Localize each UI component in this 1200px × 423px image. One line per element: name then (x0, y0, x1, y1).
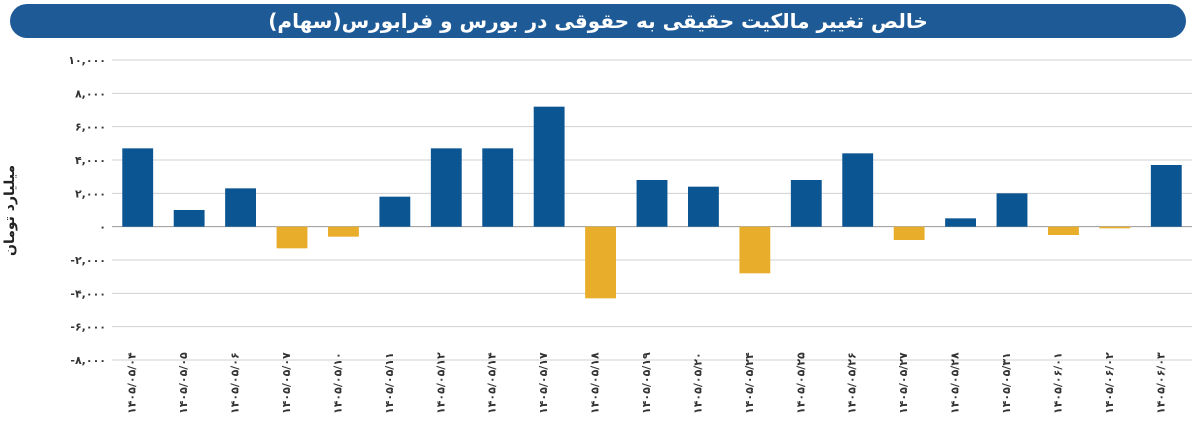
bar (1099, 226, 1131, 229)
x-tick-label: ۱۴۰۵/۰۵/۲۵ (794, 352, 807, 414)
bar (379, 196, 411, 227)
bar (328, 226, 359, 237)
bar (688, 186, 719, 227)
y-tick-label: ۸,۰۰۰ (75, 87, 106, 100)
bar (636, 180, 668, 227)
bar (996, 193, 1028, 227)
x-tick-label: ۱۴۰۵/۰۵/۲۸ (949, 352, 962, 414)
x-tick-label: ۱۴۰۵/۰۵/۱۴ (486, 352, 499, 414)
bar (122, 148, 154, 227)
x-tick-label: ۱۴۰۵/۰۵/۲۰ (691, 352, 704, 414)
bar (1150, 165, 1182, 227)
x-tick-label: ۱۴۰۵/۰۵/۳۱ (1000, 352, 1013, 414)
bars (122, 106, 1182, 299)
x-tick-label: ۱۴۰۵/۰۶/۰۳ (1154, 352, 1167, 414)
x-tick-label: ۱۴۰۵/۰۵/۰۶ (229, 352, 242, 414)
bar (585, 226, 616, 299)
y-tick-label: -۴,۰۰۰ (70, 287, 106, 300)
bar (482, 148, 514, 227)
bar (276, 226, 308, 249)
bar (842, 153, 874, 227)
chart-title: خالص تغییر مالکیت حقیقی به حقوقی در بورس… (10, 4, 1186, 40)
bar (893, 226, 925, 240)
x-tick-label: ۱۴۰۵/۰۵/۱۲ (434, 352, 447, 414)
x-tick-label: ۱۴۰۵/۰۵/۱۱ (383, 352, 396, 414)
x-tick-label: ۱۴۰۵/۰۵/۱۹ (640, 352, 653, 414)
x-tick-label: ۱۴۰۵/۰۶/۰۱ (1051, 352, 1064, 414)
x-tick-label: ۱۴۰۵/۰۵/۱۷ (537, 352, 550, 414)
x-tick-label: ۱۴۰۵/۰۵/۰۷ (280, 352, 293, 414)
y-tick-labels: ۱۰,۰۰۰ ۸,۰۰۰ ۶,۰۰۰ ۴,۰۰۰ ۲,۰۰۰ ۰ -۲,۰۰۰ -۴,۰۰۰ -… (68, 54, 106, 367)
bar (225, 188, 256, 227)
y-tick-label: ۶,۰۰۰ (75, 121, 106, 134)
y-tick-label: -۲,۰۰۰ (70, 254, 106, 267)
y-tick-label: -۸,۰۰۰ (70, 354, 106, 367)
x-tick-labels: ۱۴۰۵/۰۵/۰۴ ۱۴۰۵/۰۵/۰۵ ۱۴۰۵/۰۵/۰۶ ۱۴۰۵/۰۵/۰۷… (126, 352, 1168, 414)
bar (790, 180, 822, 227)
y-tick-label: ۴,۰۰۰ (75, 154, 106, 167)
y-tick-label: ۱۰,۰۰۰ (68, 54, 106, 67)
bar (739, 226, 771, 274)
x-tick-label: ۱۴۰۵/۰۶/۰۲ (1103, 352, 1116, 414)
y-tick-label: ۰ (99, 221, 106, 234)
x-tick-label: ۱۴۰۵/۰۵/۲۶ (846, 352, 859, 414)
x-tick-label: ۱۴۰۵/۰۵/۱۰ (331, 352, 344, 414)
x-tick-label: ۱۴۰۵/۰۵/۱۸ (589, 352, 602, 414)
x-tick-label: ۱۴۰۵/۰۵/۲۴ (743, 352, 756, 414)
bar (430, 148, 462, 227)
x-tick-label: ۱۴۰۵/۰۵/۲۷ (897, 352, 910, 414)
bar (533, 106, 565, 227)
bar (173, 210, 205, 227)
y-tick-label: -۶,۰۰۰ (70, 321, 106, 334)
bar (1048, 226, 1079, 235)
y-tick-label: ۲,۰۰۰ (75, 187, 106, 200)
x-tick-label: ۱۴۰۵/۰۵/۰۴ (126, 352, 139, 414)
x-tick-label: ۱۴۰۵/۰۵/۰۵ (177, 352, 190, 414)
bar (945, 218, 976, 227)
